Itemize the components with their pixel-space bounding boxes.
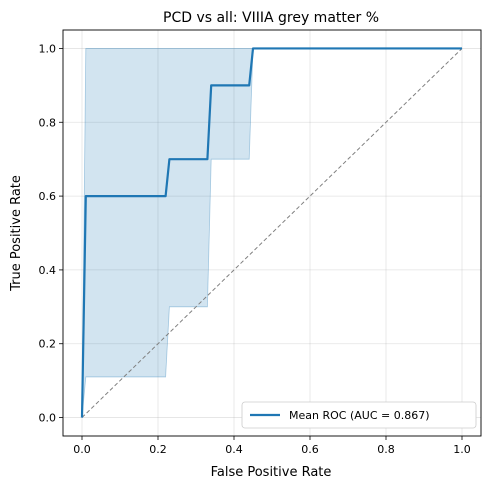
chance-diagonal-line — [81, 48, 463, 418]
series-layer — [80, 47, 462, 418]
grid — [63, 30, 481, 436]
x-tick-label: 0.0 — [73, 443, 91, 456]
legend-label: Mean ROC (AUC = 0.867) — [289, 409, 430, 422]
plot-frame — [62, 29, 482, 437]
y-tick-label: 0.2 — [39, 338, 57, 351]
x-tick-label: 0.8 — [377, 443, 395, 456]
y-tick-label: 0.6 — [39, 190, 57, 203]
x-tick-label: 0.4 — [225, 443, 243, 456]
y-axis-ticks: 0.0 0.2 0.4 0.6 0.8 1.0 — [39, 42, 63, 425]
confidence-band — [81, 48, 462, 418]
x-axis-label: False Positive Rate — [211, 465, 332, 480]
y-tick-label: 0.8 — [39, 116, 57, 129]
chance-line-layer — [81, 48, 463, 418]
legend: Mean ROC (AUC = 0.867) — [241, 401, 477, 429]
x-tick-label: 0.2 — [149, 443, 167, 456]
x-tick-label: 0.6 — [301, 443, 319, 456]
y-axis-label: True Positive Rate — [9, 175, 24, 292]
x-tick-label: 1.0 — [453, 443, 471, 456]
y-tick-label: 0.4 — [39, 264, 57, 277]
y-tick-label: 0.0 — [39, 412, 57, 425]
y-tick-label: 1.0 — [39, 42, 57, 55]
confidence-band-layer — [81, 48, 462, 418]
x-axis-ticks: 0.0 0.2 0.4 0.6 0.8 1.0 — [73, 436, 471, 456]
mean-roc-line — [80, 47, 462, 418]
legend-box — [241, 401, 477, 429]
chart-title: PCD vs all: VIIIA grey matter % — [163, 10, 379, 26]
